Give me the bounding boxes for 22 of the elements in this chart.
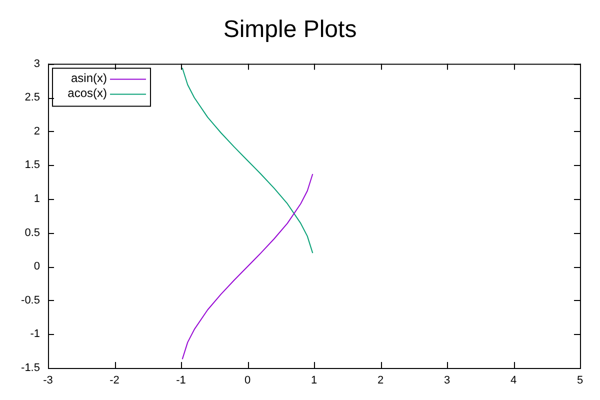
x-tick-label: 3 (444, 374, 450, 387)
chart-title: Simple Plots (223, 16, 357, 44)
x-tick-label: 0 (244, 374, 251, 387)
x-tick-label: 5 (576, 374, 584, 387)
y-tick-label: -1.5 (21, 362, 40, 374)
legend-label: acos(x) (68, 86, 107, 100)
x-tick-label: -3 (43, 374, 53, 387)
x-tick-label: -1 (176, 374, 186, 387)
y-tick-label: 0 (34, 260, 40, 273)
y-tick-label: 1.5 (24, 159, 40, 172)
y-tick-label: 1 (34, 193, 40, 206)
y-tick-label: 0.5 (24, 226, 40, 239)
x-tick-label: -2 (110, 374, 120, 387)
x-tick-label: 1 (310, 374, 318, 387)
y-tick-label: 2.5 (24, 92, 40, 104)
x-tick-label: 2 (377, 374, 384, 387)
x-tick-label: 4 (510, 374, 517, 387)
y-tick-label: 2 (34, 125, 40, 138)
legend-label: asin(x) (70, 71, 107, 86)
y-tick-label: 3 (34, 58, 40, 70)
y-tick-label: -0.5 (21, 294, 40, 306)
y-tick-label: -1 (30, 328, 40, 340)
